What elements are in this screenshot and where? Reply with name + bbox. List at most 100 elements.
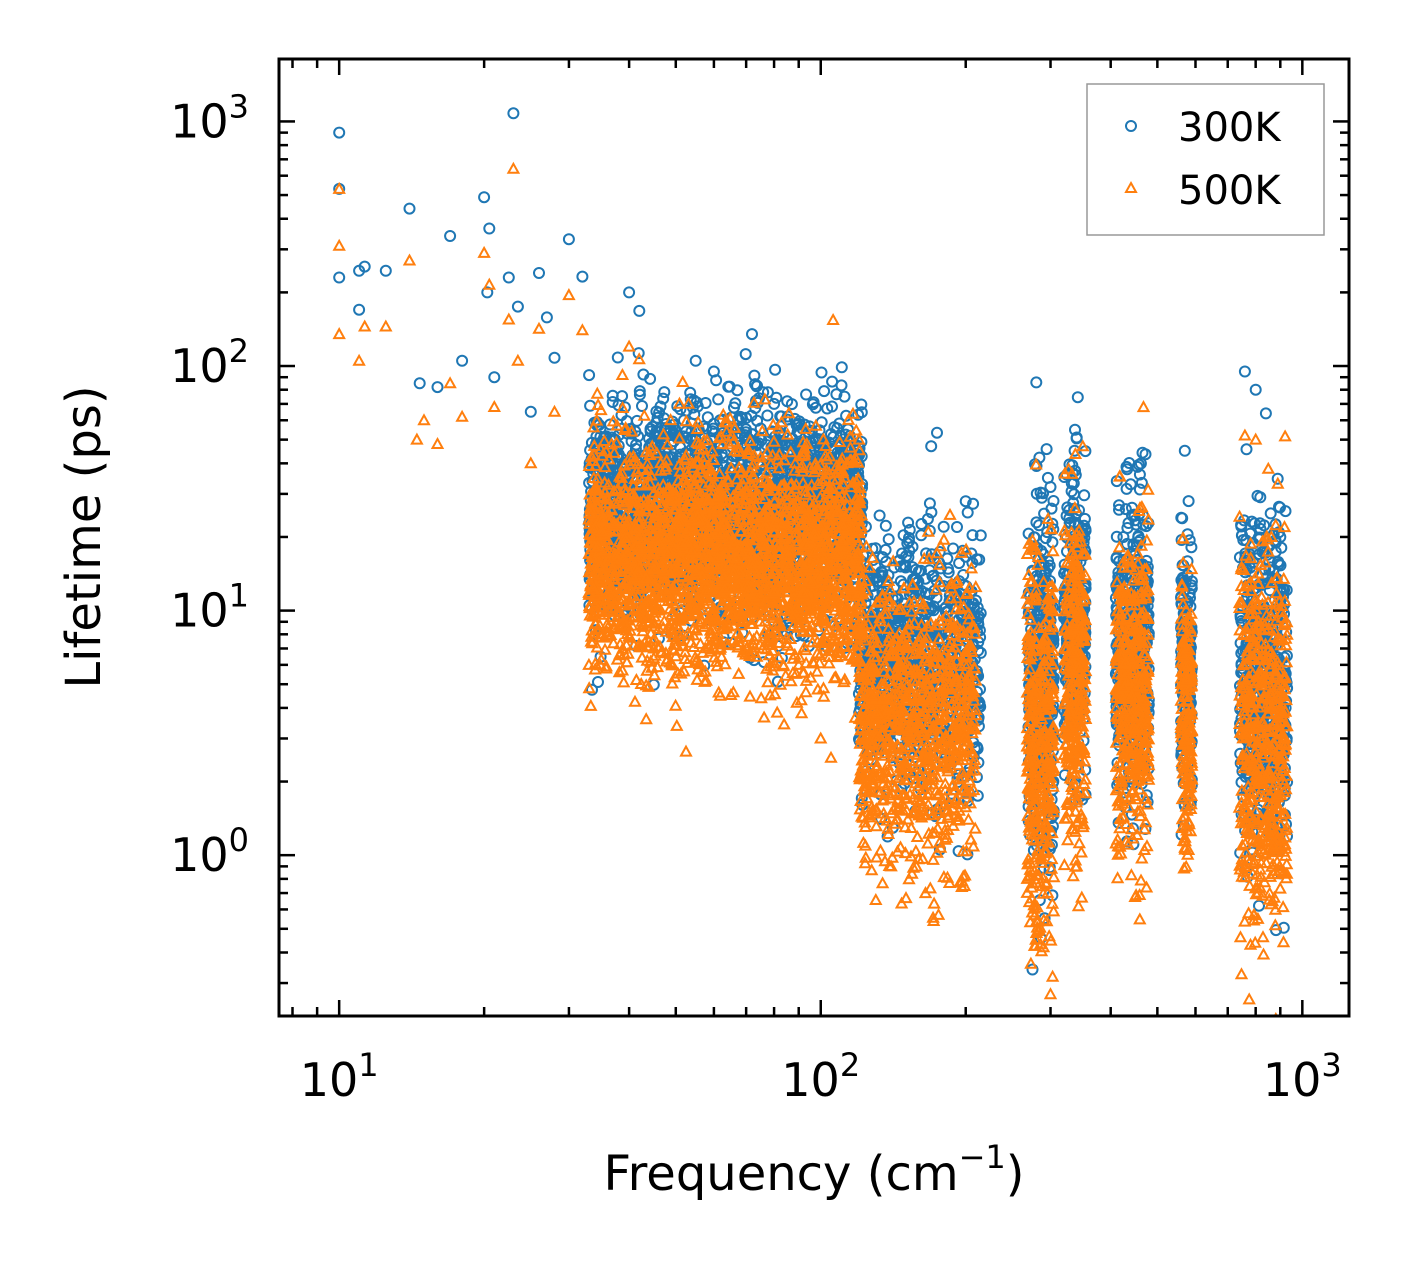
data-point-300k (766, 425, 779, 438)
data-point-300k (1175, 511, 1188, 524)
data-point-300k (1063, 512, 1076, 525)
data-point-300k (872, 575, 885, 587)
data-point-300k (970, 771, 983, 784)
data-point-300k (658, 386, 671, 399)
data-point-300k (1185, 579, 1198, 592)
data-point-300k (701, 411, 714, 424)
data-point-300k (1030, 487, 1043, 500)
data-point-300k (680, 425, 693, 438)
data-point-300k (606, 389, 619, 402)
data-point-300k (1176, 574, 1189, 587)
data-point-300k (1185, 541, 1198, 554)
data-point-300k (751, 414, 764, 427)
data-point-300k (650, 430, 663, 443)
data-point-300k (961, 506, 974, 519)
data-point-300k (712, 393, 725, 406)
data-point-300k (927, 569, 940, 582)
data-point-300k (654, 400, 667, 413)
data-point-300k (1038, 507, 1051, 520)
data-point-300k (882, 569, 895, 582)
data-point-300k (855, 398, 868, 411)
data-point-300k (1069, 423, 1081, 436)
data-point-300k (1026, 963, 1039, 976)
data-point-300k (770, 391, 783, 404)
data-point-300k (731, 384, 744, 397)
data-point-300k (815, 366, 828, 379)
data-point-300k (1110, 530, 1123, 543)
data-point-300k (1134, 457, 1147, 470)
data-point-300k (966, 529, 979, 542)
data-point-300k (740, 411, 753, 424)
data-point-300k (633, 388, 646, 401)
data-point-300k (657, 392, 670, 405)
data-point-300k (931, 426, 943, 439)
data-point-300k (800, 388, 813, 401)
data-point-300k (835, 361, 848, 374)
data-point-300k (1117, 531, 1130, 543)
data-point-300k (1139, 448, 1152, 461)
data-point-300k (879, 519, 892, 532)
data-point-300k (674, 403, 687, 416)
data-point-300k (1071, 391, 1084, 404)
data-point-300k (1132, 531, 1145, 544)
data-point-300k (1113, 503, 1125, 516)
data-point-300k (1065, 485, 1078, 498)
data-point-300k (751, 379, 764, 392)
data-point-300k (873, 509, 886, 522)
data-point-300k (818, 385, 831, 398)
data-point-300k (1039, 565, 1052, 578)
data-point-300k (632, 347, 645, 360)
data-point-300k (739, 423, 752, 436)
data-point-300k (1063, 458, 1076, 471)
data-point-300k (679, 447, 692, 459)
data-point-300k (749, 378, 762, 391)
data-point-300k (761, 386, 774, 399)
data-point-300k (658, 424, 671, 437)
data-point-300k (1033, 519, 1045, 532)
data-point-300k (1110, 552, 1123, 565)
data-point-300k (611, 351, 624, 364)
data-point-300k (1069, 469, 1082, 481)
data-point-300k (731, 422, 744, 435)
data-point-300k (1078, 512, 1091, 525)
data-point-300k (927, 604, 940, 617)
data-point-300k (967, 497, 980, 510)
data-point-300k (1047, 495, 1060, 507)
data-point-300k (1182, 495, 1195, 508)
data-point-300k (1135, 476, 1148, 489)
data-point-300k (716, 459, 729, 471)
data-point-300k (1183, 534, 1196, 547)
data-point-300k (739, 348, 752, 361)
data-point-300k (830, 388, 843, 401)
data-point-300k (925, 440, 938, 453)
data-point-300k (951, 521, 963, 533)
data-point-300k (921, 513, 934, 525)
data-point-300k (761, 409, 774, 422)
data-point-300k (1131, 460, 1144, 473)
data-point-300k (1271, 472, 1284, 485)
data-point-300k (781, 395, 794, 408)
data-point-300k (592, 676, 604, 688)
data-point-300k (925, 506, 938, 519)
data-point-300k (1033, 451, 1046, 464)
data-point-300k (915, 564, 927, 577)
data-point-300k (769, 363, 782, 376)
data-point-300k (903, 544, 916, 557)
data-point-300k (636, 400, 648, 412)
data-point-300k (729, 397, 742, 410)
data-point-300k (826, 400, 838, 413)
data-point-300k (637, 368, 650, 381)
data-point-300k (902, 516, 915, 529)
data-point-300k (1073, 504, 1085, 517)
data-point-300k (882, 533, 895, 546)
data-point-300k (586, 683, 598, 696)
data-point-300k (942, 566, 955, 579)
data-point-300k (876, 551, 889, 564)
data-point-300k (891, 592, 904, 605)
data-point-300k (707, 422, 720, 435)
data-point-300k (974, 529, 987, 542)
data-point-300k (894, 560, 907, 573)
data-point-300k (852, 408, 865, 421)
data-point-300k (953, 557, 966, 570)
